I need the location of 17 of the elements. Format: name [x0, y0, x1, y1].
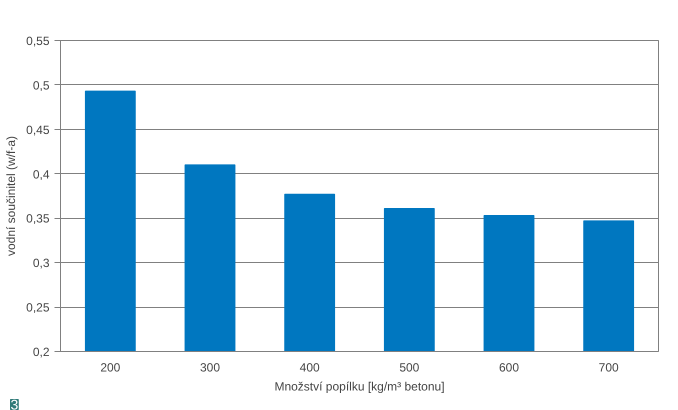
- y-tick-label: 0,35: [26, 212, 50, 226]
- x-tick-label: 600: [498, 360, 520, 374]
- x-tick-label: 300: [200, 360, 220, 374]
- y-tick-label: 0,2: [32, 345, 50, 359]
- y-tick-label: 0,3: [32, 256, 50, 270]
- y-axis-title: vodní součinitel (w/f-a): [4, 136, 18, 256]
- x-tick-label: 700: [598, 360, 620, 374]
- text: 3: [10, 396, 18, 410]
- x-tick-label: 200: [100, 360, 121, 374]
- y-tick-label: 0,4: [32, 167, 50, 182]
- y-tick-label: 0,5: [32, 78, 50, 92]
- x-tick-label: 400: [300, 360, 320, 374]
- y-tick-label: 0,25: [26, 300, 50, 315]
- y-tick-label: 0,55: [26, 34, 50, 48]
- y-tick-label: 0,45: [26, 122, 50, 137]
- x-tick-label: 500: [399, 360, 420, 374]
- x-axis-title: Množství popílku [kg/m³ betonu]: [274, 380, 445, 394]
